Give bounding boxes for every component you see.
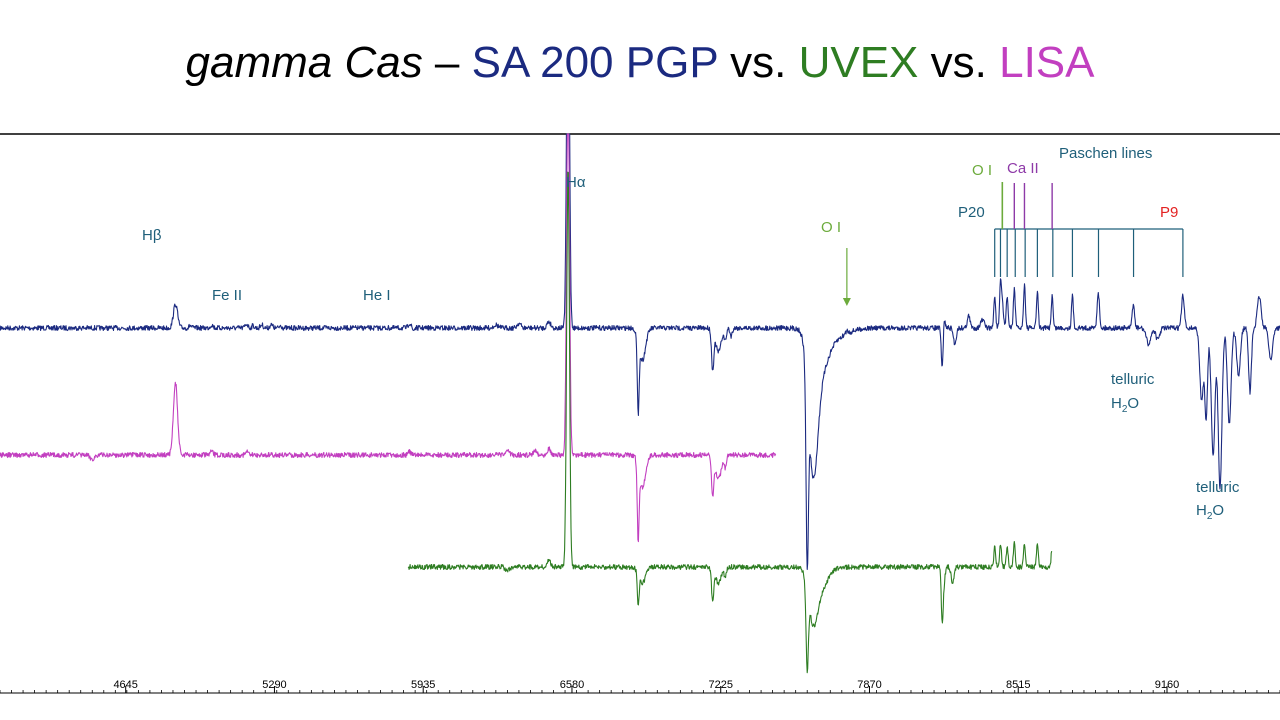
label-he-i: He I [363,287,391,304]
label-halpha: Hα [566,174,586,191]
x-axis-minor-ticks [0,690,1280,693]
title-instrument-uvex: UVEX [798,38,919,87]
telluric-2-word: telluric [1196,479,1240,496]
label-p20: P20 [958,204,985,221]
telluric-1-h: H [1111,395,1122,412]
telluric-1-o: O [1127,395,1139,412]
telluric-2-h: H [1196,502,1207,519]
series-uvex [407,171,1053,674]
x-tick-label: 5290 [262,679,286,691]
label-telluric-2-h2o: H2O [1196,502,1224,522]
label-o-i-7772: O I [821,219,841,236]
x-tick-label: 8515 [1006,679,1030,691]
title-instrument-sa200: SA 200 PGP [471,38,718,87]
telluric-1-sub: 2 [1122,404,1128,415]
line-markers [842,182,1184,306]
title-instrument-lisa: LISA [999,38,1095,87]
label-o-i-8446: O I [972,162,992,179]
spectra [0,133,1280,674]
x-tick-label: 4645 [113,679,137,691]
label-hbeta: Hβ [142,227,162,244]
o-i-arrow-head [842,298,851,306]
label-paschen-lines: Paschen lines [1059,145,1152,162]
title-vs-1: vs. [717,38,799,87]
telluric-2-sub: 2 [1207,511,1213,522]
x-axis-major-ticks: 4645 5290 5935 6580 7225 7870 8515 9160 [113,679,1179,693]
slide-title: gamma Cas – SA 200 PGP vs. UVEX vs. LISA [0,38,1280,88]
x-tick-label: 7225 [708,679,732,691]
x-tick-label: 7870 [857,679,881,691]
label-p9: P9 [1160,204,1178,221]
x-tick-label: 9160 [1155,679,1179,691]
x-tick-label: 6580 [560,679,584,691]
label-ca-ii: Ca II [1007,160,1039,177]
label-telluric-1-h2o: H2O [1111,395,1139,415]
title-vs-2: vs. [918,38,1000,87]
series-sa-200-pgp [0,133,1280,570]
title-dash: – [422,38,472,87]
series-lisa [0,133,777,543]
label-fe-ii: Fe II [212,287,242,304]
x-tick-label: 5935 [411,679,435,691]
telluric-2-o: O [1212,502,1224,519]
label-telluric-2: telluric [1196,479,1240,496]
label-telluric-1: telluric [1111,371,1155,388]
title-star-name: gamma Cas [185,38,423,87]
telluric-1-word: telluric [1111,371,1155,388]
